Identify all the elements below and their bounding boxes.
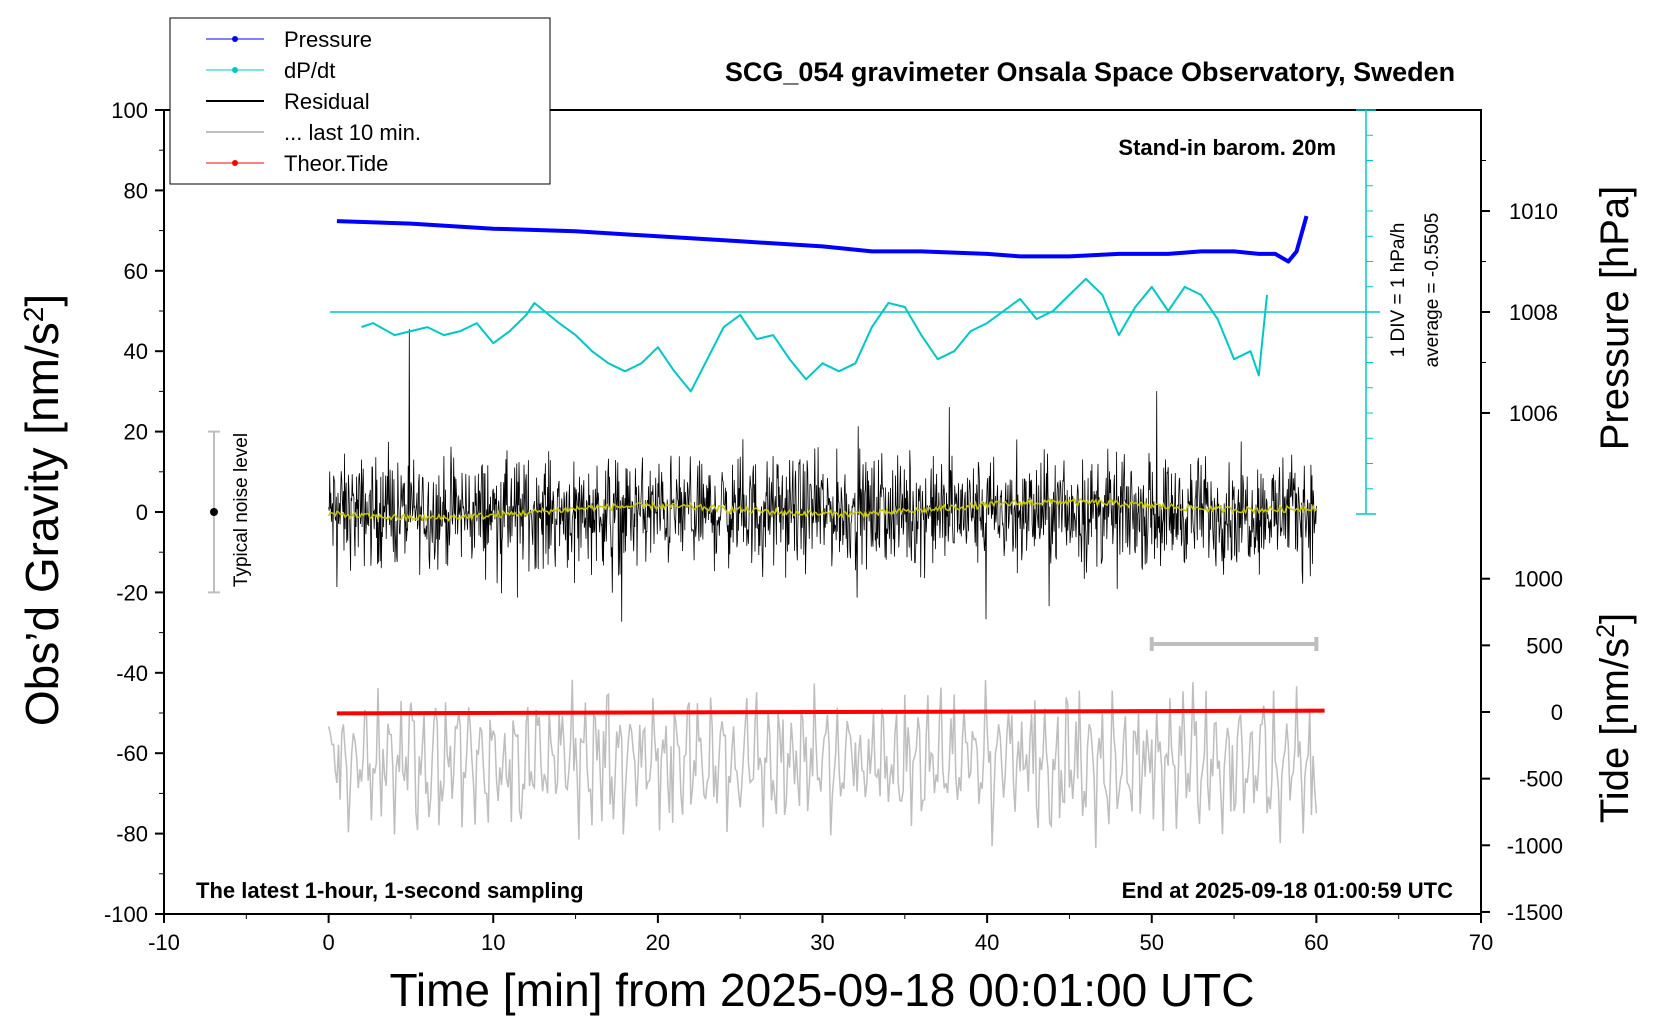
sampling-note: The latest 1-hour, 1-second sampling bbox=[196, 878, 584, 903]
y-axis-title-main: Obs’d Gravity [nm/s bbox=[16, 322, 68, 726]
last-10-min-series bbox=[327, 679, 1318, 848]
legend-item-pressure: Pressure bbox=[206, 27, 372, 52]
y-tick-label: -80 bbox=[116, 822, 148, 847]
tide-tick-label: -500 bbox=[1519, 767, 1563, 792]
pressure-tick-label: 1006 bbox=[1509, 401, 1558, 426]
legend: Pressure dP/dt Residual ... last 10 min.… bbox=[169, 17, 551, 185]
legend-item-tide: Theor.Tide bbox=[206, 151, 388, 176]
tide-tick-label: -1500 bbox=[1507, 900, 1563, 925]
tide-axis-ticks: 1000 500 0 -500 -1000 -1500 bbox=[1481, 567, 1563, 925]
x-tick-label: 70 bbox=[1469, 930, 1493, 955]
chart-title: SCG_054 gravimeter Onsala Space Observat… bbox=[725, 57, 1455, 87]
tide-tick-label: 500 bbox=[1526, 633, 1563, 658]
x-tick-label: 40 bbox=[975, 930, 999, 955]
y-axis-title: Obs’d Gravity [nm/s2] bbox=[16, 294, 68, 726]
noise-level-bar bbox=[208, 430, 220, 594]
tide-axis-title-sup: 2 bbox=[1592, 624, 1620, 638]
legend-marker-dpdt bbox=[232, 67, 238, 73]
y-tick-label: 60 bbox=[124, 259, 148, 284]
dpdt-series bbox=[361, 277, 1268, 393]
legend-marker-tide bbox=[232, 160, 238, 166]
y-tick-label: -20 bbox=[116, 580, 148, 605]
y-tick-label: -60 bbox=[116, 741, 148, 766]
y-tick-label: 40 bbox=[124, 339, 148, 364]
y-tick-label: 100 bbox=[111, 98, 148, 123]
legend-label-pressure: Pressure bbox=[284, 27, 372, 52]
pressure-axis-ticks: 1010 1008 1006 bbox=[1481, 160, 1558, 426]
y-tick-label: 0 bbox=[136, 500, 148, 525]
y-tick-label: -100 bbox=[104, 902, 148, 927]
x-tick-label: 10 bbox=[481, 930, 505, 955]
tide-tick-label: 1000 bbox=[1514, 567, 1563, 592]
tide-axis-title-main: Tide [nm/s bbox=[1593, 638, 1637, 823]
y-axis-title-sup: 2 bbox=[18, 307, 49, 323]
legend-item-last10: ... last 10 min. bbox=[206, 120, 421, 145]
y-axis-title-end: ] bbox=[16, 294, 68, 307]
legend-label-residual: Residual bbox=[284, 89, 370, 114]
x-axis-ticks: -10 0 10 20 30 40 50 60 70 bbox=[148, 914, 1493, 955]
pressure-tick-label: 1010 bbox=[1509, 199, 1558, 224]
x-axis-title: Time [min] from 2025-09-18 00:01:00 UTC bbox=[390, 964, 1255, 1016]
legend-label-last10: ... last 10 min. bbox=[284, 120, 421, 145]
pressure-tick-label: 1008 bbox=[1509, 300, 1558, 325]
end-time-note: End at 2025-09-18 01:00:59 UTC bbox=[1122, 878, 1453, 903]
barometer-note: Stand-in barom. 20m bbox=[1118, 135, 1336, 160]
x-tick-label: 50 bbox=[1140, 930, 1164, 955]
x-tick-label: 30 bbox=[810, 930, 834, 955]
x-tick-label: -10 bbox=[148, 930, 180, 955]
legend-label-tide: Theor.Tide bbox=[284, 151, 388, 176]
legend-item-residual: Residual bbox=[206, 89, 370, 114]
pressure-series bbox=[336, 215, 1309, 264]
plot-series bbox=[327, 215, 1325, 848]
residual-smooth-series bbox=[327, 497, 1317, 523]
dpdt-scale-label: 1 DIV = 1 hPa/h bbox=[1388, 223, 1409, 358]
x-tick-label: 20 bbox=[646, 930, 670, 955]
y-tick-label: -40 bbox=[116, 661, 148, 686]
pressure-axis-title: Pressure [hPa] bbox=[1593, 186, 1637, 451]
x-tick-label: 0 bbox=[323, 930, 335, 955]
dpdt-average-label: average = -0.5505 bbox=[1422, 213, 1443, 368]
y-tick-label: 20 bbox=[124, 420, 148, 445]
legend-label-dpdt: dP/dt bbox=[284, 58, 335, 83]
tide-tick-label: -1000 bbox=[1507, 833, 1563, 858]
tide-tick-label: 0 bbox=[1551, 700, 1563, 725]
tide-axis-title-end: ] bbox=[1593, 613, 1637, 624]
legend-item-dpdt: dP/dt bbox=[206, 58, 335, 83]
x-tick-label: 60 bbox=[1304, 930, 1328, 955]
tide-series bbox=[336, 708, 1325, 716]
tide-axis-title: Tide [nm/s2] bbox=[1592, 613, 1637, 823]
noise-bar-center-dot bbox=[210, 508, 218, 516]
residual-series bbox=[328, 329, 1317, 622]
legend-marker-pressure bbox=[232, 36, 238, 42]
last-10-min-bar bbox=[1149, 637, 1319, 651]
y-tick-label: 80 bbox=[124, 178, 148, 203]
noise-level-label: Typical noise level bbox=[231, 433, 252, 587]
y-axis-ticks: 100 80 60 40 20 0 -20 -40 -60 -80 -100 bbox=[104, 98, 164, 927]
